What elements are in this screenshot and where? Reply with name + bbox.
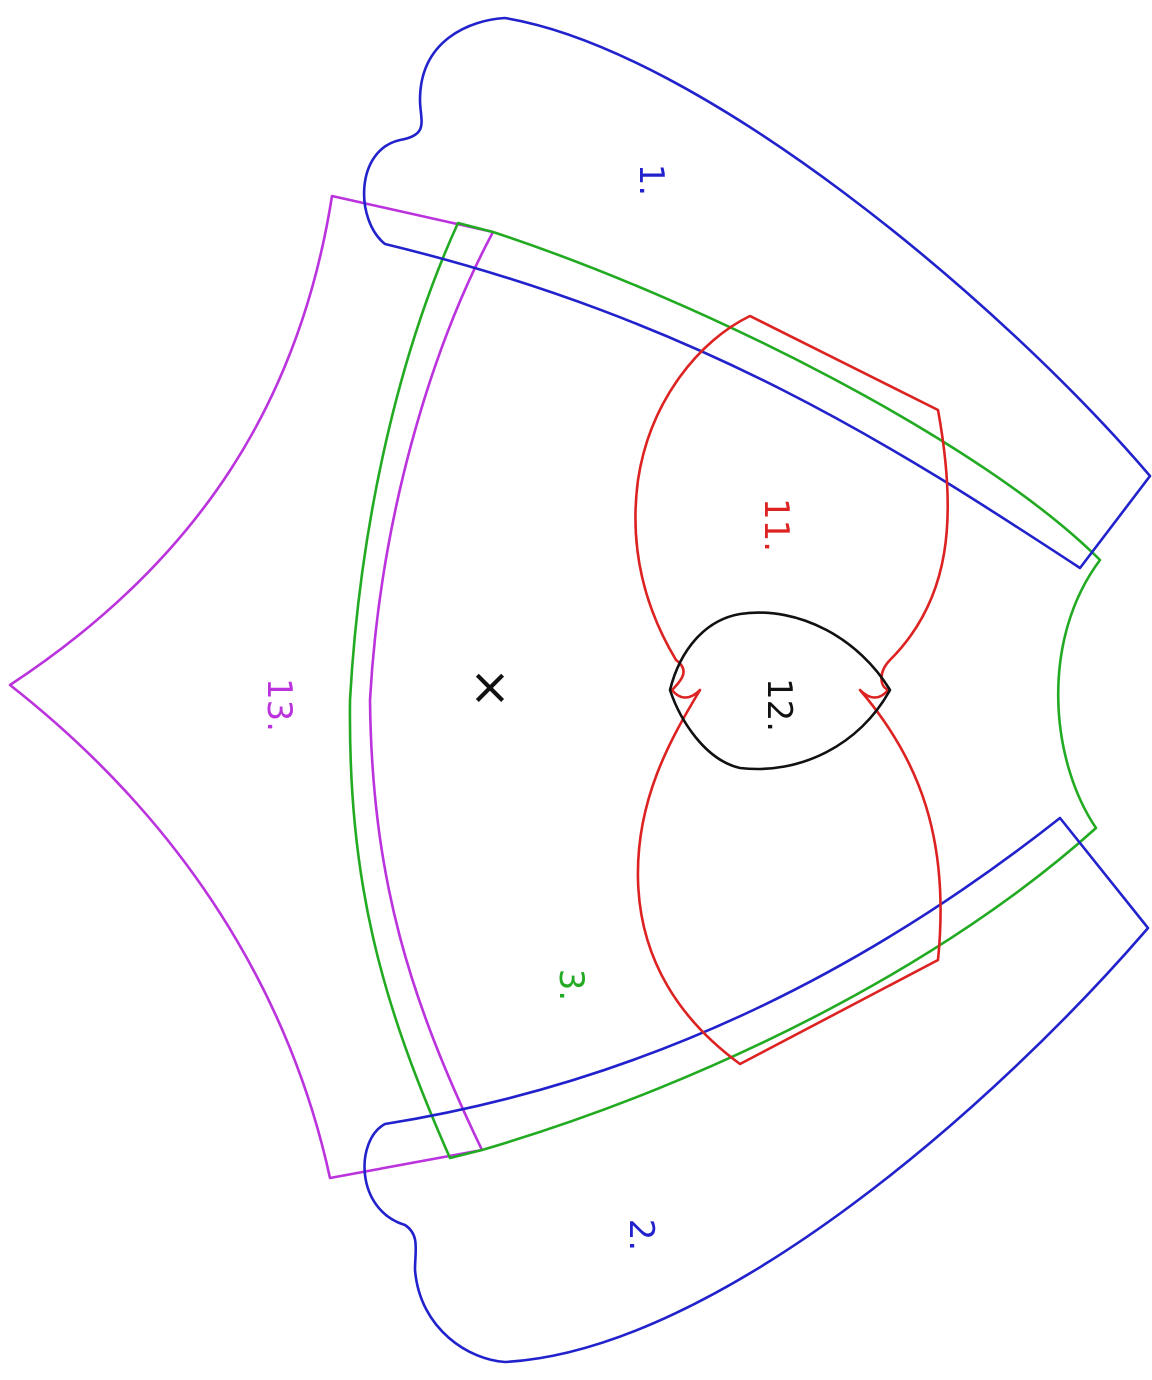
center-mark: ×	[469, 658, 511, 716]
piece-12-outline	[668, 611, 892, 771]
piece-label-1: 1.	[631, 164, 671, 196]
piece-3-outline	[348, 221, 1102, 1160]
piece-1-outline	[362, 16, 1152, 570]
piece-label-12: 12.	[759, 678, 799, 732]
piece-label-2: 2.	[621, 1219, 661, 1251]
piece-label-13: 13.	[259, 678, 299, 732]
piece-2-outline	[363, 816, 1150, 1364]
piece-label-11: 11.	[756, 498, 796, 552]
piece-13-outline	[8, 194, 495, 1180]
piece-label-3: 3.	[551, 969, 591, 1001]
